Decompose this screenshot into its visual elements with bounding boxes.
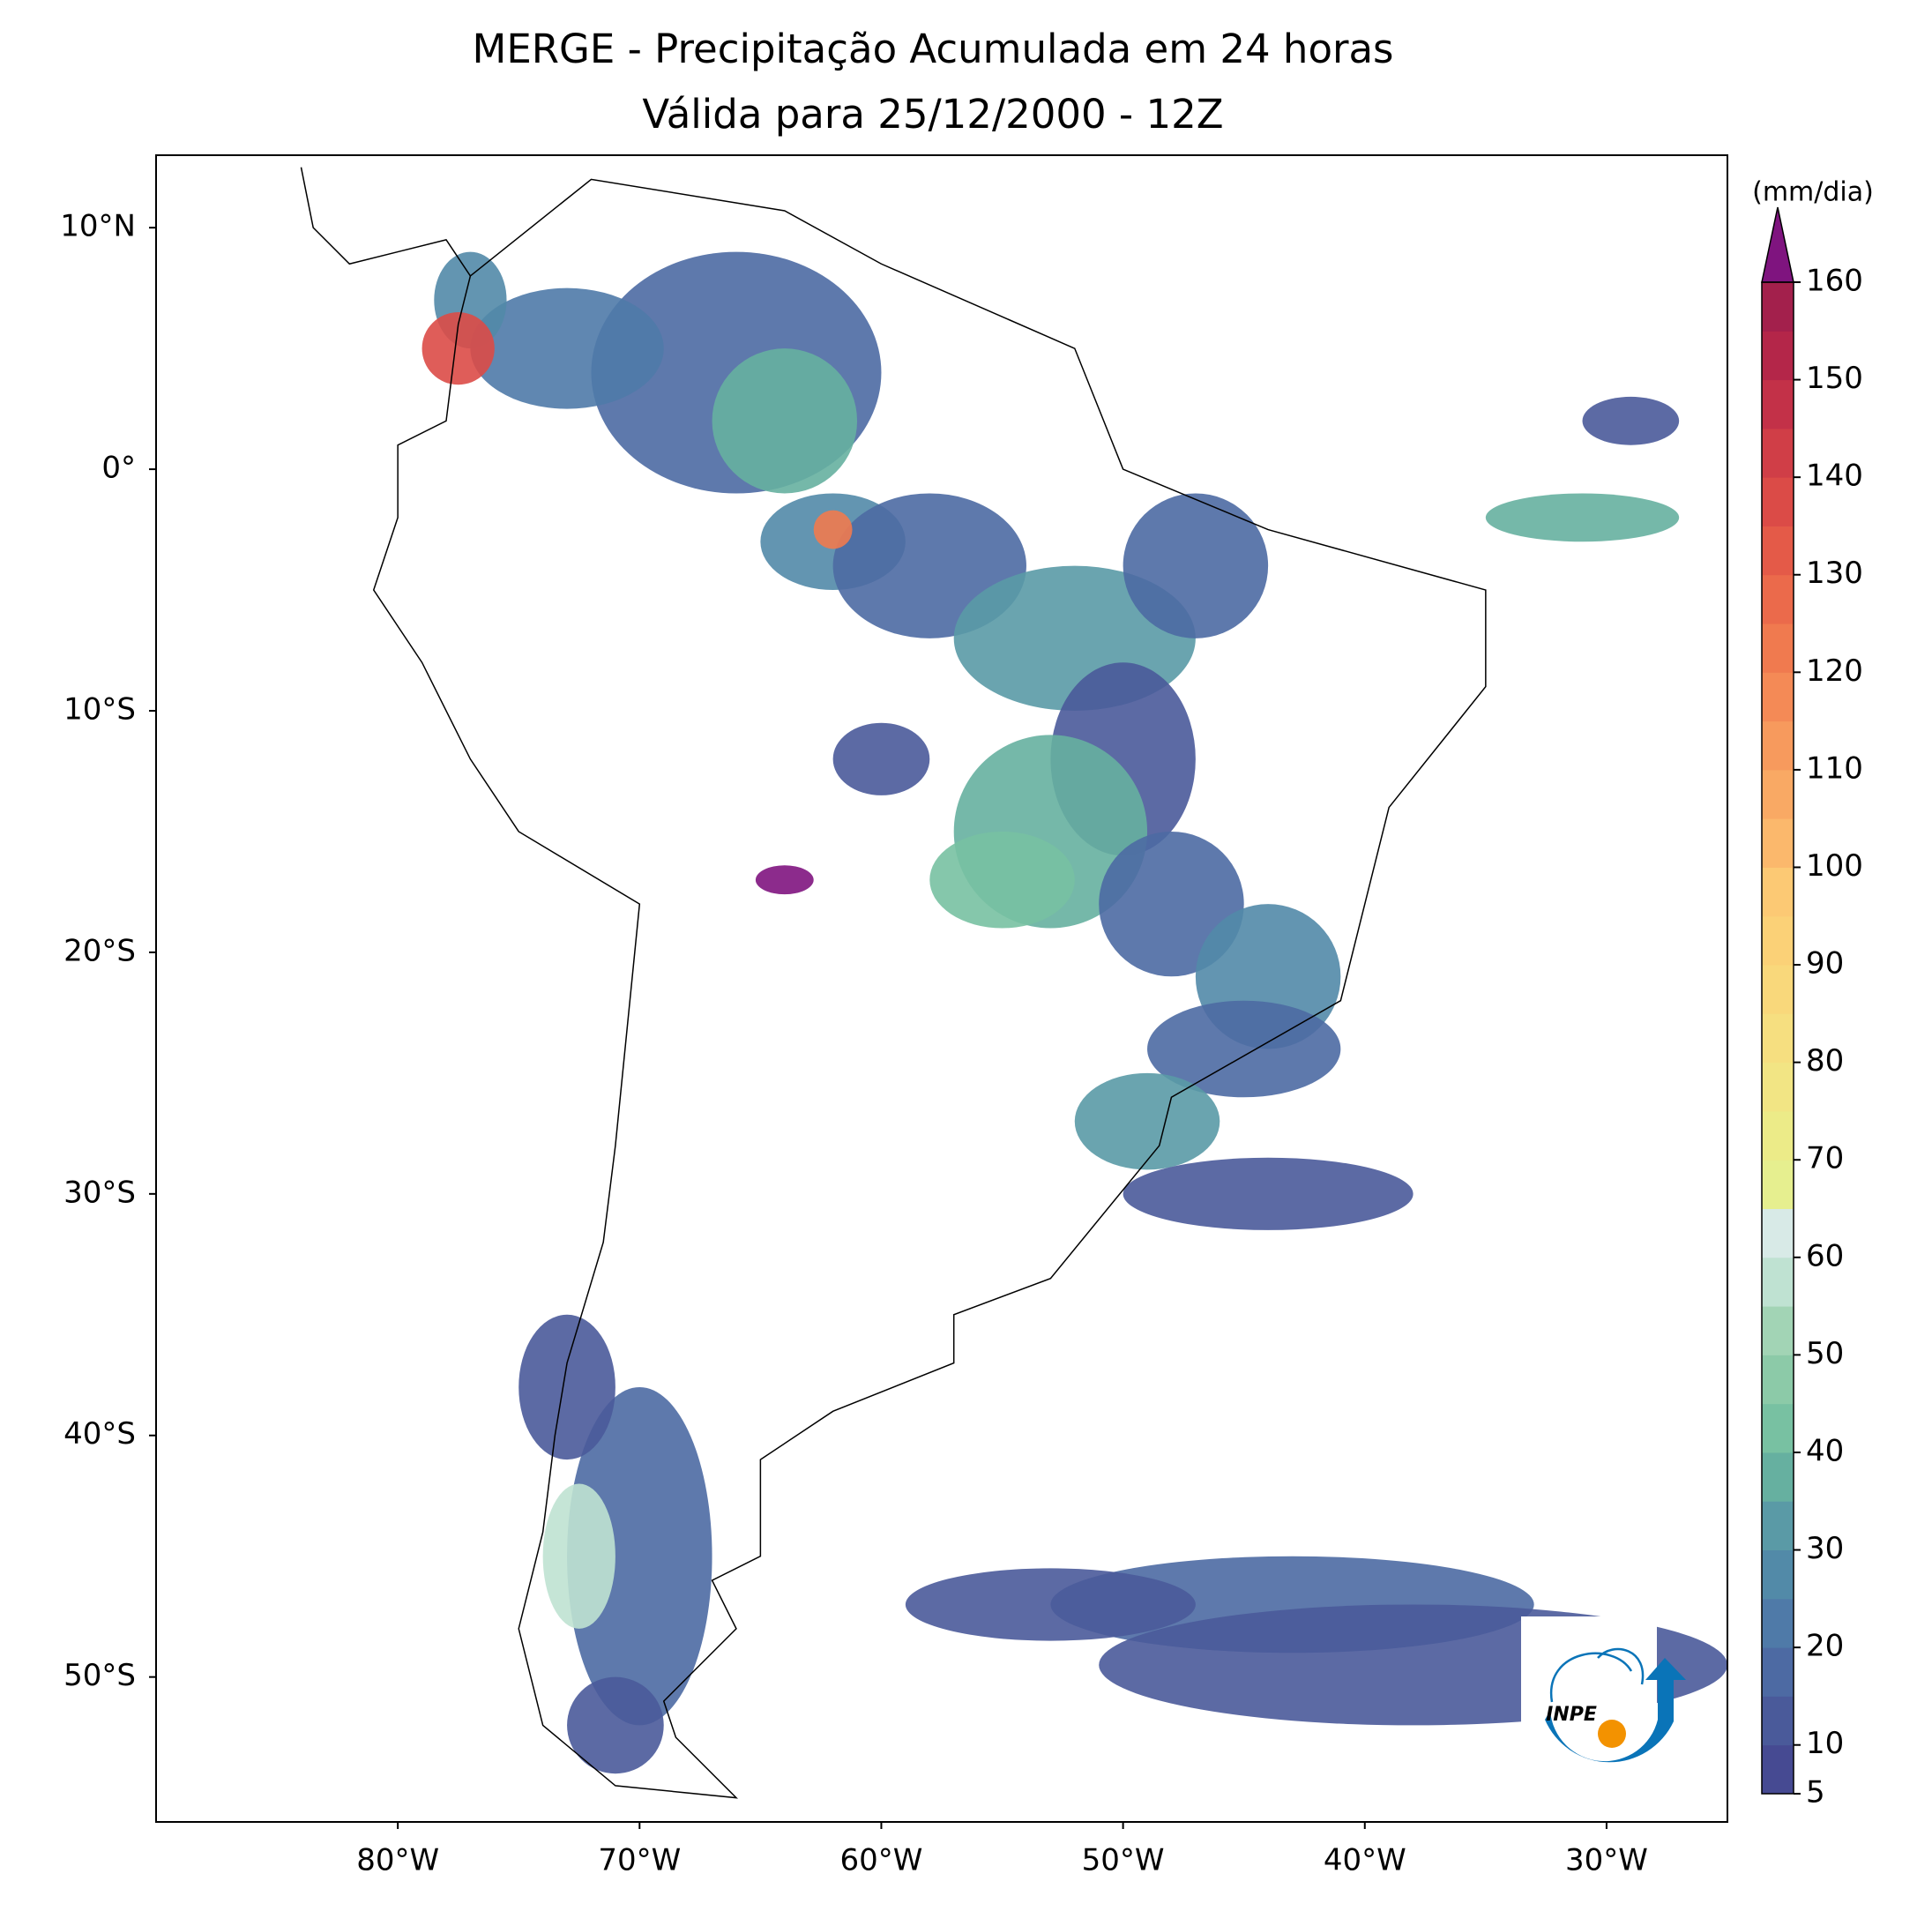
y-tick-label: 10°S: [63, 692, 136, 728]
colorbar-segment: [1762, 1110, 1794, 1161]
x-tick-label: 60°W: [840, 1843, 923, 1878]
colorbar-tick-label: 30: [1806, 1531, 1844, 1566]
chart-title: MERGE - Precipitação Acumulada em 24 hor…: [473, 26, 1394, 72]
map-body: [300, 167, 1727, 1799]
precip-area: [755, 865, 814, 895]
colorbar-tick-label: 140: [1806, 459, 1863, 494]
colorbar-tick-label: 100: [1806, 848, 1863, 884]
colorbar-segment: [1762, 769, 1794, 819]
colorbar-segment: [1762, 1647, 1794, 1697]
colorbar-segment: [1762, 1549, 1794, 1600]
colorbar-segment: [1762, 1501, 1794, 1551]
logo-orbit: [1549, 1647, 1645, 1703]
colorbar-segment: [1762, 623, 1794, 673]
colorbar-tick-label: 130: [1806, 556, 1863, 591]
colorbar-tick-label: 150: [1806, 361, 1863, 396]
precip-area: [905, 1568, 1196, 1641]
colorbar-tick-label: 90: [1806, 946, 1844, 982]
colorbar-segment: [1762, 1403, 1794, 1453]
colorbar-segment: [1762, 1208, 1794, 1258]
precip-area: [470, 287, 664, 409]
colorbar-label: (mm/dia): [1752, 177, 1874, 208]
precip-area: [567, 1676, 664, 1774]
colorbar-segment: [1762, 1696, 1794, 1746]
y-tick-label: 20°S: [63, 933, 136, 968]
colorbar-tick-label: 110: [1806, 750, 1863, 786]
chart-subtitle: Válida para 25/12/2000 - 12Z: [642, 91, 1223, 138]
precip-area: [929, 831, 1075, 929]
precip-area: [518, 1314, 615, 1460]
colorbar-segment: [1762, 867, 1794, 917]
logo-background: [1521, 1616, 1657, 1787]
colorbar-segment: [1762, 477, 1794, 526]
precip-area: [567, 1386, 712, 1726]
precip-area: [1485, 493, 1680, 542]
colorbar-frame: [1761, 281, 1794, 1795]
colorbar-segment: [1762, 574, 1794, 624]
x-tick-label: 50°W: [1082, 1843, 1165, 1878]
colorbar-segment: [1762, 1257, 1794, 1307]
precip-area: [1123, 1157, 1414, 1230]
colorbar-segment: [1762, 1062, 1794, 1112]
colorbar-tick-label: 70: [1806, 1141, 1844, 1176]
precip-area: [1582, 396, 1680, 445]
precip-area: [712, 348, 858, 494]
colorbar-segment: [1762, 379, 1794, 429]
colorbar-segment: [1762, 915, 1794, 966]
colorbar-segment: [1762, 1598, 1794, 1648]
y-tick-label: 0°: [101, 451, 136, 486]
coastline: [300, 167, 1487, 1799]
y-tick-label: 50°S: [63, 1658, 136, 1693]
colorbar-segment: [1762, 818, 1794, 868]
colorbar-segment: [1762, 1452, 1794, 1502]
colorbar-tick-label: 120: [1806, 653, 1863, 689]
precip-area: [1147, 1000, 1341, 1098]
colorbar-tick-label: 20: [1806, 1629, 1844, 1664]
colorbar-tick-label: 60: [1806, 1238, 1844, 1273]
precip-area: [813, 510, 853, 549]
precip-area: [542, 1483, 615, 1629]
x-tick-label: 80°W: [356, 1843, 439, 1878]
x-tick-label: 40°W: [1324, 1843, 1406, 1878]
logo-arc: [1545, 1658, 1686, 1763]
colorbar-extend: [1761, 206, 1794, 283]
precip-area: [421, 312, 495, 385]
precip-area: [1123, 493, 1269, 638]
colorbar-segment: [1762, 331, 1794, 381]
precip-area: [832, 722, 930, 795]
x-tick-label: 70°W: [598, 1843, 681, 1878]
logo: INPE: [1521, 1616, 1686, 1787]
y-tick-label: 40°S: [63, 1416, 136, 1452]
colorbar-tick-label: 160: [1806, 264, 1863, 299]
colorbar-tick-label: 5: [1806, 1775, 1825, 1810]
colorbar: 5 10 20 30 40 50 60 70 80 90 100 110 120 130 140 150 160: [1761, 206, 1863, 1810]
colorbar-tick-label: 80: [1806, 1043, 1844, 1079]
colorbar-segment: [1762, 720, 1794, 771]
colorbar-segment: [1762, 672, 1794, 722]
colorbar-segment: [1762, 1013, 1794, 1064]
colorbar-segment: [1762, 1160, 1794, 1210]
colorbar-tick-label: 10: [1806, 1726, 1844, 1761]
colorbar-segment: [1762, 1355, 1794, 1405]
colorbar-tick-label: 40: [1806, 1433, 1844, 1468]
y-tick-label: 10°N: [60, 209, 136, 244]
y-tick-label: 30°S: [63, 1175, 136, 1210]
precip-area: [1074, 1072, 1220, 1170]
colorbar-tick-label: 50: [1806, 1336, 1844, 1371]
colorbar-segment: [1762, 1744, 1794, 1795]
colorbar-segment: [1762, 1306, 1794, 1355]
map-area: 80°W 70°W 60°W 50°W 40°W 30°W 10°N 0° 10°S 20°S 30…: [60, 154, 1728, 1878]
colorbar-segment: [1762, 428, 1794, 478]
logo-text: INPE: [1546, 1704, 1597, 1726]
map-frame: [155, 154, 1728, 1823]
colorbar-segment: [1762, 282, 1794, 332]
x-tick-label: 30°W: [1565, 1843, 1648, 1878]
logo-dot: [1598, 1720, 1626, 1748]
colorbar-segment: [1762, 526, 1794, 576]
colorbar-segment: [1762, 965, 1794, 1014]
